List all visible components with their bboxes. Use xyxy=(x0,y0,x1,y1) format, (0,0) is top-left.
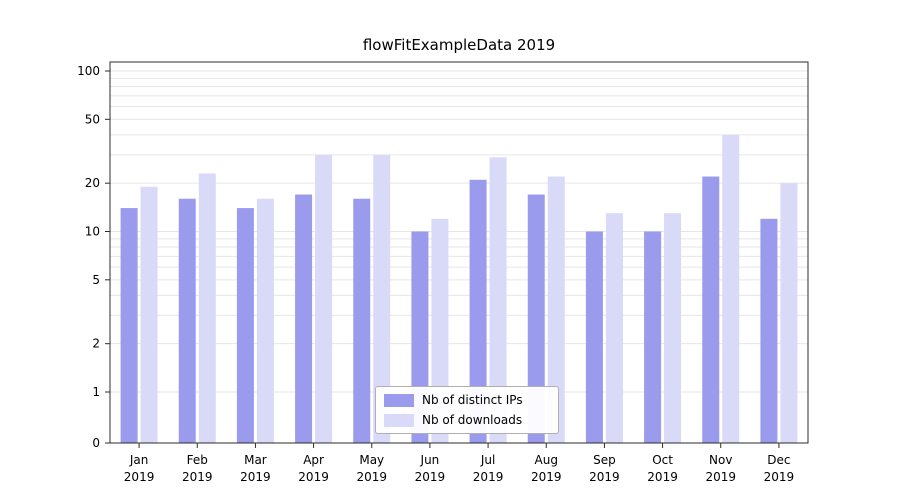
x-tick-label-month: Mar xyxy=(244,453,267,467)
x-tick-label-month: Sep xyxy=(593,453,616,467)
bar-downloads-sep xyxy=(605,213,623,443)
x-tick-label-month: Jul xyxy=(480,453,495,467)
bar-distinct-ips-aug xyxy=(527,194,545,443)
x-tick-label-month: May xyxy=(359,453,384,467)
bar-downloads-feb xyxy=(198,173,216,443)
bar-downloads-oct xyxy=(664,213,682,443)
bar-downloads-may xyxy=(373,154,391,443)
bar-distinct-ips-jan xyxy=(120,208,138,443)
x-tick-label-year: 2019 xyxy=(415,470,446,484)
bar-downloads-nov xyxy=(722,134,740,443)
x-tick-label-year: 2019 xyxy=(240,470,271,484)
x-tick-label-year: 2019 xyxy=(124,470,155,484)
legend-swatch-distinct-ips xyxy=(384,393,414,407)
plot-border xyxy=(109,61,809,444)
y-tick-label: 1 xyxy=(92,385,100,399)
y-tick-label: 2 xyxy=(92,337,100,351)
bar-distinct-ips-sep xyxy=(585,231,603,443)
x-tick-label-year: 2019 xyxy=(531,470,562,484)
x-tick-label-year: 2019 xyxy=(764,470,795,484)
x-tick-label-month: Jan xyxy=(129,453,149,467)
y-tick-label: 20 xyxy=(85,176,100,190)
x-tick-label-year: 2019 xyxy=(473,470,504,484)
bar-downloads-jul xyxy=(489,157,507,443)
x-tick-label-month: Dec xyxy=(767,453,790,467)
x-tick-label-year: 2019 xyxy=(589,470,620,484)
x-tick-label-year: 2019 xyxy=(298,470,329,484)
bar-downloads-apr xyxy=(315,154,333,443)
bar-downloads-jan xyxy=(140,186,158,443)
legend-item-downloads: Nb of downloads xyxy=(384,413,550,427)
legend-label-downloads: Nb of downloads xyxy=(422,413,523,427)
x-tick-label-month: Jun xyxy=(420,453,440,467)
y-tick-label: 5 xyxy=(92,273,100,287)
bar-distinct-ips-mar xyxy=(236,208,254,443)
legend-swatch-downloads xyxy=(384,413,414,427)
bar-distinct-ips-feb xyxy=(178,198,196,443)
x-tick-label-year: 2019 xyxy=(705,470,736,484)
bar-distinct-ips-nov xyxy=(702,176,720,444)
bar-downloads-dec xyxy=(780,183,798,443)
bar-distinct-ips-dec xyxy=(760,218,778,443)
x-tick-label-month: Oct xyxy=(652,453,673,467)
y-tick-label: 100 xyxy=(77,64,100,78)
chart-title: flowFitExampleData 2019 xyxy=(362,36,556,54)
bar-downloads-mar xyxy=(256,198,274,443)
y-tick-label: 10 xyxy=(85,225,100,239)
x-tick-label-year: 2019 xyxy=(182,470,213,484)
x-tick-label-month: Feb xyxy=(187,453,208,467)
x-tick-label-month: Nov xyxy=(709,453,732,467)
bar-distinct-ips-jul xyxy=(469,179,487,443)
legend-item-distinct-ips: Nb of distinct IPs xyxy=(384,393,550,407)
bar-distinct-ips-may xyxy=(353,198,371,443)
x-tick-label-year: 2019 xyxy=(356,470,387,484)
bar-distinct-ips-apr xyxy=(295,194,313,443)
y-tick-label: 50 xyxy=(85,112,100,126)
x-tick-label-month: Apr xyxy=(303,453,324,467)
bar-distinct-ips-oct xyxy=(644,231,662,443)
legend: Nb of distinct IPs Nb of downloads xyxy=(375,386,559,434)
y-tick-label: 0 xyxy=(92,436,100,450)
bar-downloads-aug xyxy=(547,176,565,444)
x-tick-label-year: 2019 xyxy=(647,470,678,484)
x-tick-label-month: Aug xyxy=(535,453,558,467)
legend-label-distinct-ips: Nb of distinct IPs xyxy=(422,393,523,407)
